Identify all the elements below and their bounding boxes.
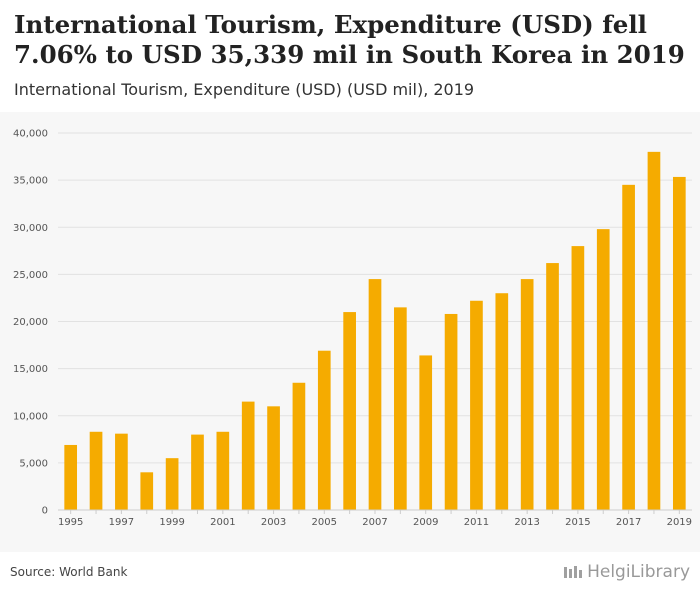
bar[interactable] <box>89 431 103 510</box>
chart-subtitle: International Tourism, Expenditure (USD)… <box>14 80 475 99</box>
bar[interactable] <box>317 350 331 510</box>
x-tick-label: 1995 <box>58 517 83 528</box>
library-icon <box>564 566 583 578</box>
brand-name: HelgiLibrary <box>587 562 690 582</box>
bar[interactable] <box>165 458 179 510</box>
bar[interactable] <box>191 434 204 510</box>
y-tick-label: 20,000 <box>13 317 48 328</box>
bar[interactable] <box>520 279 534 510</box>
x-tick-label: 1999 <box>159 517 184 528</box>
x-tick-label: 2007 <box>362 517 387 528</box>
x-tick-label: 1997 <box>109 517 134 528</box>
y-tick-label: 5,000 <box>19 458 48 469</box>
y-tick-label: 30,000 <box>13 223 48 234</box>
bar[interactable] <box>368 279 382 510</box>
x-tick-label: 2015 <box>565 517 590 528</box>
brand-logo[interactable]: HelgiLibrary <box>563 562 690 582</box>
source-note: Source: World Bank <box>10 565 128 579</box>
x-tick-label: 2013 <box>514 517 539 528</box>
bar[interactable] <box>292 382 306 510</box>
x-tick-label: 2009 <box>413 517 438 528</box>
x-tick-label: 2003 <box>261 517 286 528</box>
bar[interactable] <box>140 472 154 510</box>
y-tick-label: 15,000 <box>13 364 48 375</box>
bar[interactable] <box>343 312 356 510</box>
bar[interactable] <box>419 355 433 510</box>
y-tick-label: 35,000 <box>13 176 48 187</box>
y-tick-label: 10,000 <box>13 411 48 422</box>
bar[interactable] <box>267 406 280 510</box>
bar[interactable] <box>444 313 458 510</box>
x-tick-label: 2017 <box>616 517 641 528</box>
bar[interactable] <box>470 300 483 510</box>
bar-chart: 0 5,000 10,000 15,000 20,000 25,000 30,000 35,0… <box>13 129 692 529</box>
x-tick-label: 2005 <box>312 517 337 528</box>
bar[interactable] <box>495 293 509 510</box>
bar[interactable] <box>64 444 78 510</box>
x-tick-label: 2019 <box>667 517 692 528</box>
bar[interactable] <box>596 229 610 510</box>
x-tick-label: 2001 <box>210 517 235 528</box>
chart-title: International Tourism, Expenditure (USD)… <box>14 10 685 69</box>
y-tick-label: 0 <box>42 506 48 517</box>
bar[interactable] <box>571 246 585 510</box>
x-tick-label: 2011 <box>464 517 489 528</box>
y-tick-label: 40,000 <box>13 129 48 140</box>
bar[interactable] <box>241 401 255 510</box>
bar[interactable] <box>546 263 559 510</box>
bar[interactable] <box>622 184 635 510</box>
bar[interactable] <box>647 151 661 510</box>
bar[interactable] <box>672 176 686 510</box>
bar[interactable] <box>115 433 128 510</box>
y-tick-label: 25,000 <box>13 270 48 281</box>
bar[interactable] <box>394 307 407 510</box>
bar[interactable] <box>216 431 230 510</box>
